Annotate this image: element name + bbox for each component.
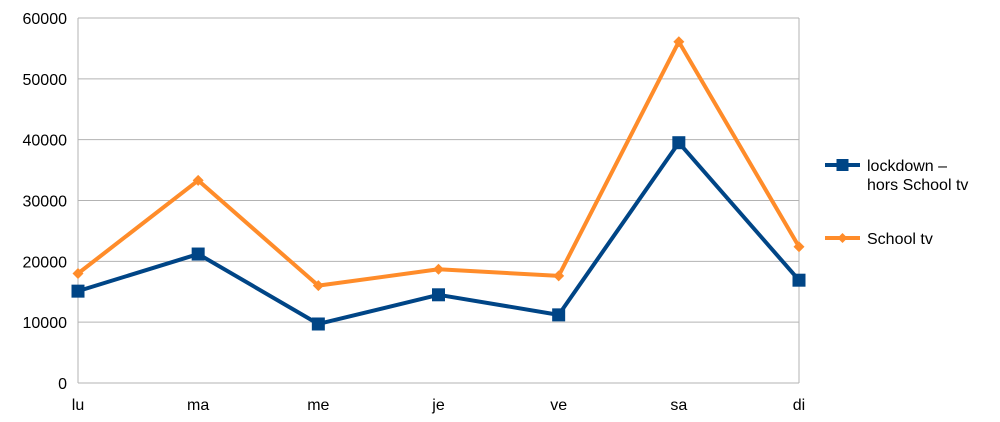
data-point — [672, 136, 686, 150]
data-point — [312, 280, 324, 292]
data-point — [433, 263, 444, 275]
series-group — [71, 36, 806, 331]
axes — [77, 18, 800, 383]
legend-entry: lockdown – hors School tv — [825, 158, 968, 194]
legend-marker — [836, 159, 849, 171]
data-point — [793, 241, 805, 253]
x-tick-label: me — [307, 397, 329, 414]
x-tick-label: sa — [670, 397, 687, 414]
legend-label: hors School tv — [867, 177, 968, 194]
data-point — [673, 36, 685, 48]
data-point — [72, 268, 84, 279]
x-tick-label: di — [793, 397, 805, 414]
data-point — [192, 174, 204, 186]
data-point — [553, 270, 565, 282]
y-tick-label: 30000 — [23, 194, 68, 211]
series-2 — [72, 36, 805, 292]
y-tick-label: 40000 — [23, 133, 68, 150]
legend: lockdown – hors School tv School tv — [825, 158, 968, 248]
x-tick-label: lu — [72, 397, 84, 414]
legend-label: lockdown – — [867, 158, 947, 175]
x-tick-label: je — [431, 397, 445, 414]
y-axis-tick-labels: 0 10000 20000 30000 40000 50000 60000 — [23, 11, 68, 393]
y-tick-label: 0 — [58, 376, 67, 393]
y-tick-label: 50000 — [23, 72, 68, 89]
data-point — [311, 317, 325, 331]
series-1 — [71, 136, 806, 331]
legend-marker — [837, 233, 848, 243]
legend-entry: School tv — [825, 231, 933, 248]
data-point — [71, 284, 85, 298]
y-tick-label: 10000 — [23, 315, 68, 332]
x-tick-label: ve — [550, 397, 567, 414]
gridlines — [78, 17, 799, 384]
legend-label: School tv — [867, 231, 933, 248]
x-axis-tick-labels: lu ma me je ve sa di — [72, 397, 805, 414]
data-point — [552, 308, 566, 322]
y-tick-label: 20000 — [23, 254, 68, 271]
data-point — [432, 288, 445, 302]
x-tick-label: ma — [187, 397, 209, 414]
series-line — [76, 39, 801, 288]
y-tick-label: 60000 — [23, 11, 68, 28]
data-point — [792, 273, 806, 287]
data-point — [191, 247, 205, 261]
